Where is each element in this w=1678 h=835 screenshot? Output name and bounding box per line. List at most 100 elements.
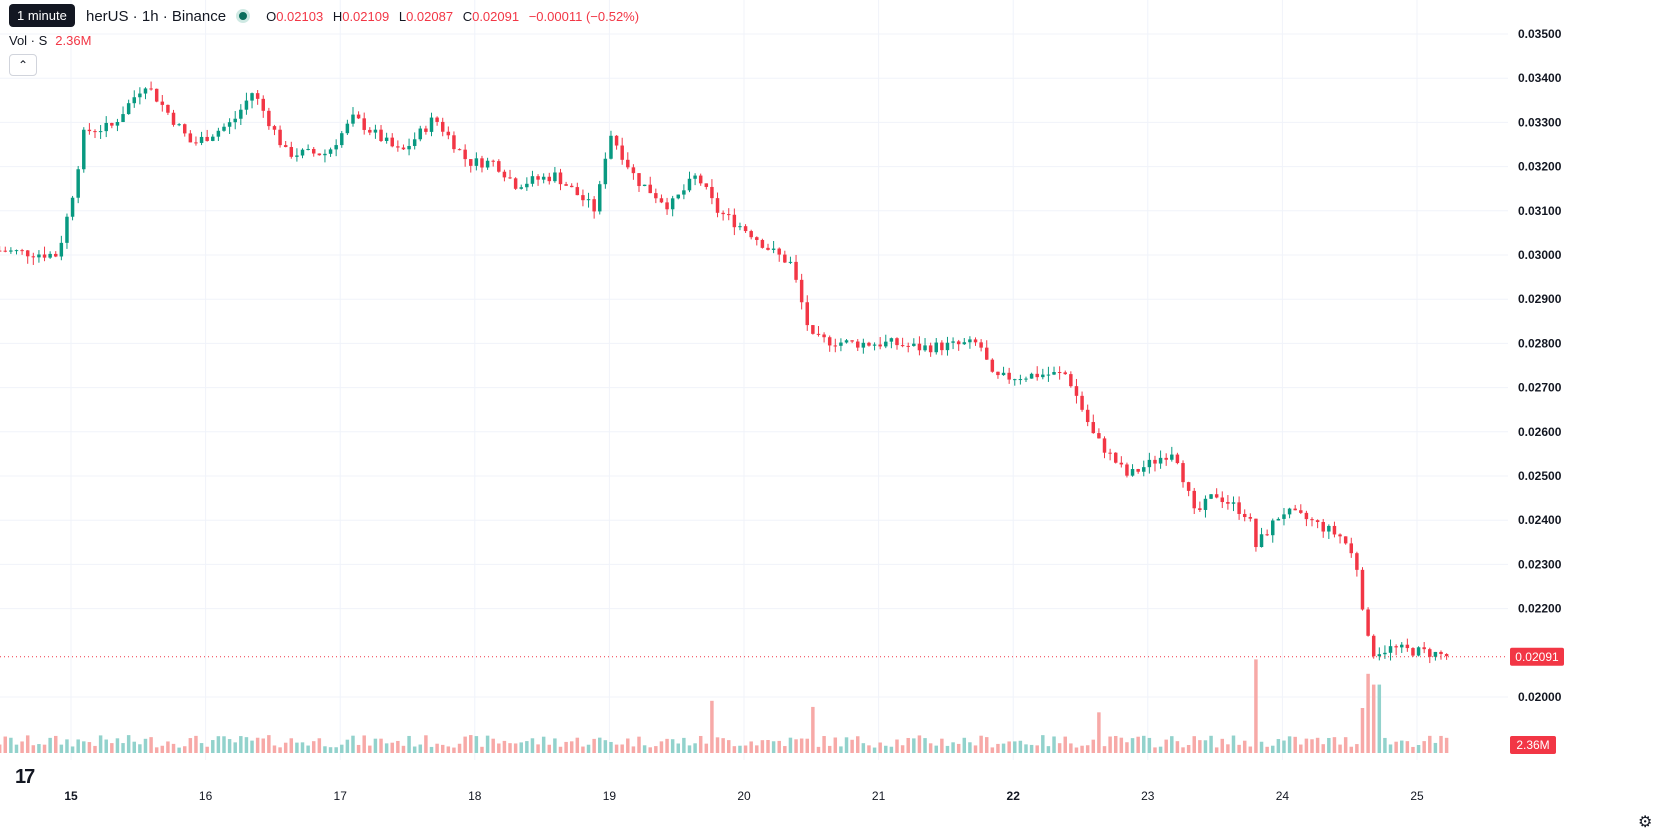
candle-body [799,279,804,303]
candle-body [368,129,372,133]
volume-bar [452,747,456,753]
volume-bar [59,744,64,753]
volume-bar [1214,747,1219,753]
volume-bar [1220,738,1225,753]
volume-bar [525,741,529,753]
gear-icon[interactable]: ⚙ [1638,814,1653,831]
candle-body [171,112,176,125]
price-tick-label: 0.03400 [1518,71,1562,85]
candle-body [424,128,428,132]
time-tick-label: 16 [199,789,213,803]
volume-badge [1510,736,1556,754]
volume-bar [1136,736,1140,753]
candle-body [1416,647,1421,656]
candle-body [1119,462,1124,465]
candle-body [295,155,299,157]
volume-bar [648,747,652,753]
price-axis[interactable]: 0.03500 0.03400 0.03300 0.03200 0.03100 0.030… [1518,27,1562,704]
volume-bar [569,741,574,753]
volume-bar [311,741,316,753]
candle-body [670,198,675,210]
volume-bar [940,738,944,753]
time-tick-label: 25 [1410,789,1424,803]
volume-bar [272,745,277,753]
candle-body [614,135,619,146]
candle-body [239,109,243,119]
candle-body [272,126,277,130]
volume-bar [704,743,709,753]
candle-body [1007,372,1011,380]
candle-body [1220,497,1225,503]
candle-body [1035,373,1039,378]
symbol-title[interactable]: herUS · 1h · Binance [86,7,227,25]
candle-body [777,248,781,255]
volume-bar [138,744,142,753]
candle-body [98,131,103,133]
candle-body [923,345,927,351]
volume-bar [816,746,821,753]
candle-body [1422,647,1426,650]
symbol-legend[interactable]: herUS · 1h · Binance O0.02103 H0.02109 L… [0,4,639,28]
candle-body [1125,464,1129,476]
price-tick-label: 0.02400 [1518,513,1562,527]
volume-bar [788,737,793,753]
price-tick-label: 0.03000 [1518,248,1562,262]
candle-body [211,136,215,141]
candle-body [1304,512,1309,520]
candle-body [328,149,333,154]
volume-bar [878,742,882,753]
candle-body [766,247,770,250]
time-tick-label: 17 [334,789,348,803]
candle-body [1136,469,1140,472]
tradingview-logo-icon[interactable]: 17 [15,766,35,788]
volume-bar [541,736,546,753]
volume-bar [384,743,389,753]
candle-body [569,185,574,188]
candle-body [435,117,439,122]
candle-body [412,139,417,146]
candle-body [1265,534,1269,536]
candle-body [1153,459,1157,464]
price-tick-label: 0.02900 [1518,292,1562,306]
volume-bar [1327,737,1331,753]
volume-bars [0,659,1449,753]
volume-bar [250,740,254,753]
volume-bar [839,746,843,753]
volume-bar [1080,745,1084,753]
volume-bar [951,742,955,753]
candle-body [648,184,652,194]
volume-bar [1164,739,1168,753]
time-axis[interactable]: 15 16 17 18 19 20 21 22 23 24 25 [64,789,1424,803]
volume-bar [738,745,742,753]
volume-bar [693,743,697,753]
candle-body [1113,452,1118,463]
candle-body [945,342,950,351]
volume-legend[interactable]: Vol · S 2.36M [9,33,91,48]
candle-body [1287,508,1292,515]
candle-body [704,183,709,187]
candle-body [104,122,108,132]
volume-bar [188,738,193,753]
candle-body [867,342,871,346]
candle-body [182,124,187,134]
candle-body [738,226,742,228]
volume-bar [1186,744,1191,753]
candle-body [491,160,495,162]
candle-body [1142,467,1146,472]
candle-body [1164,457,1168,460]
volume-bar [480,746,484,753]
candle-body [1242,513,1247,518]
candle-body [132,97,137,104]
candle-body [188,133,193,143]
candle-body [1355,553,1359,570]
candle-body [839,342,843,346]
candle-body [474,158,479,166]
collapse-legend-button[interactable]: ⌃ [9,54,37,76]
volume-bar [642,745,647,753]
volume-bar [87,742,92,753]
volume-bar [1355,744,1359,753]
candle-body [822,334,826,338]
candle-body [14,250,19,252]
candle-body [1029,373,1034,379]
